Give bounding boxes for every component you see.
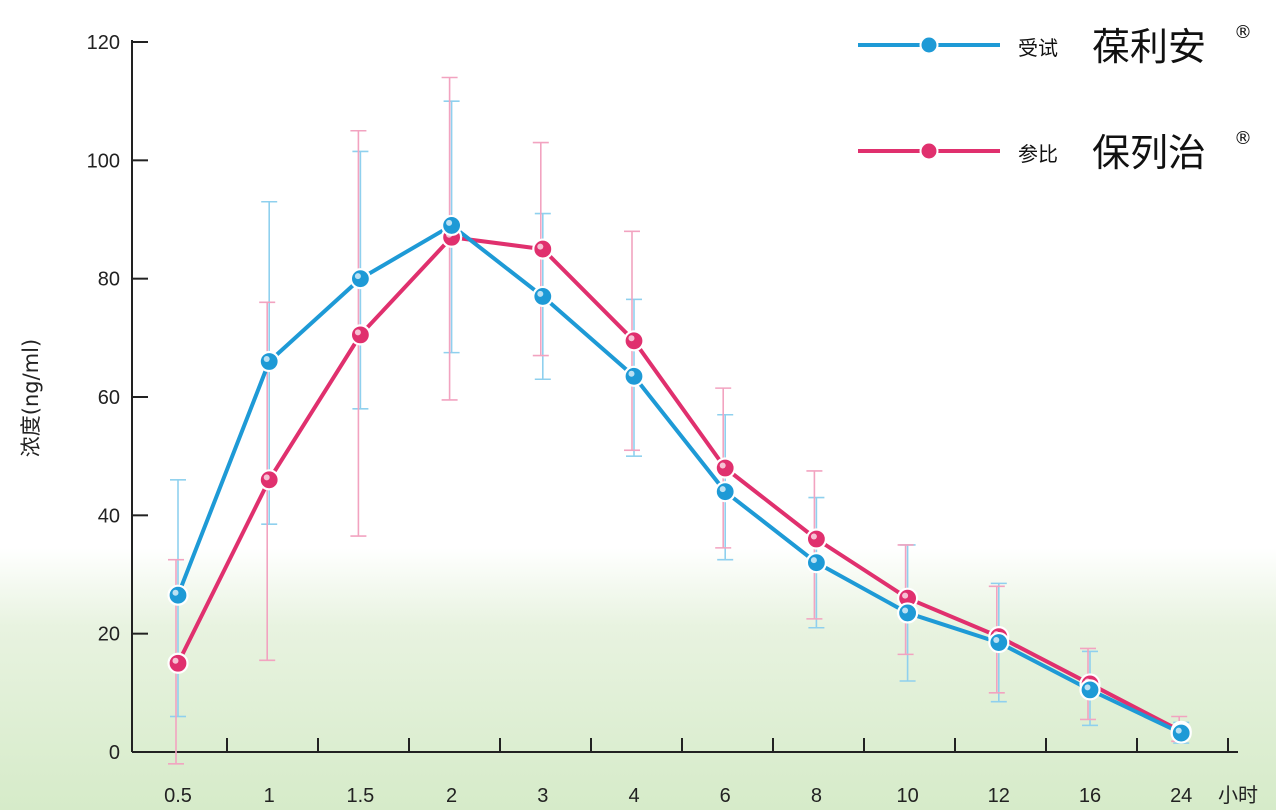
data-point-highlight <box>263 474 270 481</box>
data-point-highlight <box>810 533 817 540</box>
data-point-reference <box>167 652 189 674</box>
data-points <box>167 214 1192 744</box>
x-tick-label: 0.5 <box>164 785 192 807</box>
data-point-highlight <box>628 335 635 342</box>
legend-name-reference: 保列治 <box>1092 131 1206 175</box>
x-tick-label: 1.5 <box>346 785 374 807</box>
y-tick-label: 20 <box>98 624 120 646</box>
data-point-test <box>805 552 828 574</box>
data-point-test <box>167 584 189 606</box>
data-point-test <box>258 350 280 373</box>
data-point-highlight <box>1084 684 1091 691</box>
data-point-reference <box>714 457 736 479</box>
series-line-test <box>176 223 1183 735</box>
data-point-highlight <box>628 370 635 377</box>
data-point-highlight <box>354 273 361 280</box>
x-tick-label: 16 <box>1079 785 1101 807</box>
legend-registered-reference: ® <box>1234 128 1252 149</box>
legend-name-test: 葆利安 <box>1092 25 1206 69</box>
x-tick-label: 4 <box>628 785 639 807</box>
data-point-test <box>349 268 371 290</box>
legend-marker-test <box>919 35 939 55</box>
y-tick-label: 100 <box>87 150 120 172</box>
data-point-reference <box>532 238 554 260</box>
data-point-test <box>623 365 645 387</box>
data-point-reference <box>349 324 371 346</box>
x-tick-label: 6 <box>720 785 731 807</box>
y-tick-label: 120 <box>87 32 120 54</box>
x-axis-unit-label: 小时 <box>1218 784 1258 807</box>
y-axis-label: 浓度(ng/ml) <box>19 339 43 457</box>
data-point-highlight <box>537 290 544 297</box>
data-point-test <box>896 602 919 624</box>
x-tick-label: 12 <box>988 785 1010 807</box>
data-point-highlight <box>902 592 909 599</box>
data-point-reference <box>623 330 645 352</box>
data-point-highlight <box>537 243 544 250</box>
legend-prefix-test: 受试 <box>1018 36 1058 60</box>
data-point-highlight <box>719 486 726 493</box>
data-point-highlight <box>354 329 361 336</box>
legend-prefix-reference: 参比 <box>1018 142 1058 166</box>
x-tick-label: 8 <box>811 785 822 807</box>
legend-item-test: 受试 葆利安 ® <box>858 22 1252 69</box>
data-point-highlight <box>993 637 1000 644</box>
data-point-highlight <box>172 589 179 596</box>
data-point-highlight <box>263 356 270 362</box>
data-point-test <box>988 631 1010 654</box>
x-tick-label: 3 <box>537 785 548 807</box>
y-tick-label: 0 <box>109 742 120 764</box>
y-tick-label: 40 <box>98 505 120 527</box>
x-tick-label: 24 <box>1170 785 1192 807</box>
series-line-reference <box>176 235 1183 734</box>
legend-registered-test: ® <box>1234 22 1252 43</box>
data-point-reference <box>258 469 280 491</box>
x-tick-label: 10 <box>896 785 918 807</box>
data-point-highlight <box>810 557 817 564</box>
series-lines <box>176 223 1183 735</box>
data-point-test <box>1170 722 1192 744</box>
x-tick-label: 1 <box>264 785 275 807</box>
data-point-test <box>1079 679 1101 701</box>
data-point-highlight <box>1175 727 1182 734</box>
data-point-highlight <box>719 462 726 469</box>
axes: 0 20 40 60 80 100 120 0.5 1 1.5 2 3 4 6 8 10 12 16 24 <box>87 32 1238 807</box>
legend: 受试 葆利安 ® 参比 保列治 ® <box>858 22 1252 175</box>
data-point-highlight <box>446 219 453 226</box>
data-point-test <box>532 285 554 308</box>
data-point-highlight <box>902 607 909 614</box>
data-point-test <box>714 481 736 503</box>
data-point-test <box>441 214 463 237</box>
y-tick-label: 80 <box>98 269 120 291</box>
data-point-highlight <box>172 657 179 664</box>
y-tick-label: 60 <box>98 387 120 409</box>
legend-marker-reference <box>919 141 939 161</box>
x-tick-label: 2 <box>446 785 457 807</box>
legend-item-reference: 参比 保列治 ® <box>858 128 1252 175</box>
data-point-reference <box>805 528 828 550</box>
